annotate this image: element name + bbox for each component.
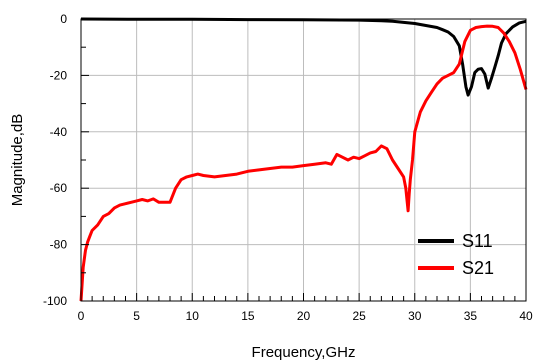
legend-label-s21: S21 xyxy=(462,258,494,278)
y-tick-label: 0 xyxy=(60,12,67,26)
y-axis-label: Magnitude,dB xyxy=(9,114,26,207)
x-tick-label: 35 xyxy=(464,309,478,323)
x-tick-label: 25 xyxy=(352,309,366,323)
y-tick-label: -80 xyxy=(50,238,68,252)
series-line-s11 xyxy=(80,17,527,97)
x-tick-label: 0 xyxy=(78,309,85,323)
y-tick-label: -60 xyxy=(50,181,68,195)
x-tick-label: 40 xyxy=(519,309,533,323)
x-tick-label: 30 xyxy=(408,309,422,323)
series-layer xyxy=(79,17,528,302)
x-axis-label: Frequency,GHz xyxy=(252,344,356,361)
x-tick-label: 10 xyxy=(186,309,200,323)
x-tick-label: 5 xyxy=(133,309,140,323)
y-tick-label: -100 xyxy=(43,294,67,308)
x-tick-label: 15 xyxy=(241,309,255,323)
x-tick-label: 20 xyxy=(297,309,311,323)
y-tick-label: -20 xyxy=(50,68,68,82)
axis-ticks: 0 5 10 15 20 25 30 35 40 -100 -80 -60 -40 -20 0 xyxy=(43,12,533,323)
legend-label-s11: S11 xyxy=(462,231,493,251)
series-line-s21 xyxy=(79,24,528,302)
y-tick-label: -40 xyxy=(50,125,68,139)
